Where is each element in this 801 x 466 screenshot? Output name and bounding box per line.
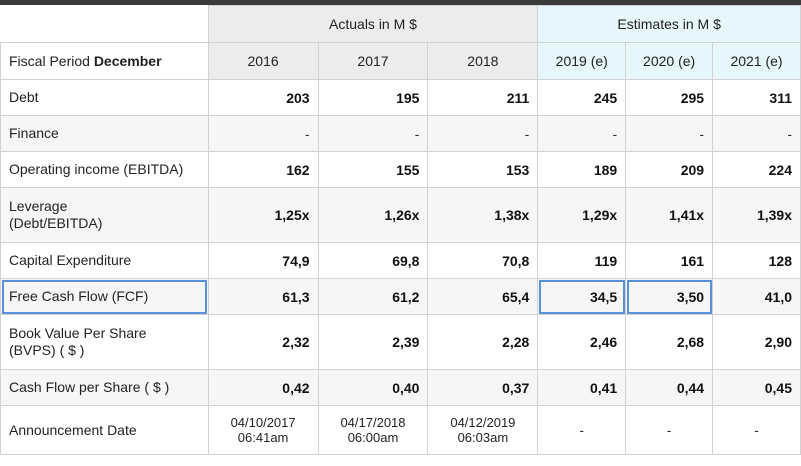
row-label: Debt xyxy=(0,79,209,116)
table-cell: 0,42 xyxy=(207,369,319,406)
table-cell: 155 xyxy=(317,151,429,188)
table-cell: - xyxy=(537,115,627,152)
table-cell: 1,39x xyxy=(712,187,801,243)
table-cell: 70,8 xyxy=(427,242,539,279)
table-cell: 41,0 xyxy=(712,278,801,315)
table-cell: 1,38x xyxy=(427,187,539,243)
table-cell: 311 xyxy=(712,79,801,116)
table-row: Finance - - - - - - xyxy=(0,115,801,152)
table-row: Cash Flow per Share ( $ ) 0,42 0,40 0,37 0,4… xyxy=(0,369,801,406)
table-cell: - xyxy=(207,115,319,152)
table-cell: 0,44 xyxy=(625,369,714,406)
table-cell: 2,90 xyxy=(712,314,801,370)
table-row: Operating income (EBITDA) 162 155 153 189 209… xyxy=(0,151,801,188)
table-cell: - xyxy=(317,115,429,152)
row-label: Cash Flow per Share ( $ ) xyxy=(0,369,209,406)
table-row: Book Value Per Share (BVPS) ( $ ) 2,32 2,3… xyxy=(0,314,801,370)
table-cell: 195 xyxy=(317,79,429,116)
row-label[interactable]: Free Cash Flow (FCF) xyxy=(0,278,209,315)
table-cell: 189 xyxy=(537,151,627,188)
table-cell: - xyxy=(712,115,801,152)
table-cell: 69,8 xyxy=(317,242,429,279)
year-header[interactable]: 2020 (e) xyxy=(625,42,714,80)
table-cell: 211 xyxy=(427,79,539,116)
row-label: Leverage (Debt/EBITDA) xyxy=(0,187,209,243)
table-cell[interactable]: 34,5 xyxy=(537,278,627,315)
table-row: Debt 203 195 211 245 295 311 xyxy=(0,79,801,116)
table-cell: 203 xyxy=(207,79,319,116)
table-cell: 2,68 xyxy=(625,314,714,370)
table-cell: 1,25x xyxy=(207,187,319,243)
table-cell: - xyxy=(427,115,539,152)
table-cell: 128 xyxy=(712,242,801,279)
table-cell: 04/12/2019 06:03am xyxy=(427,405,539,455)
table-cell[interactable]: 3,50 xyxy=(625,278,714,315)
header-corner xyxy=(0,5,209,43)
year-header[interactable]: 2016 xyxy=(207,42,319,80)
table-cell: 224 xyxy=(712,151,801,188)
table-row: Announcement Date 04/10/2017 06:41am 04/17… xyxy=(0,405,801,455)
table-row: Capital Expenditure 74,9 69,8 70,8 119 161 128 xyxy=(0,242,801,279)
year-header[interactable]: 2019 (e) xyxy=(537,42,627,80)
table-cell: 0,40 xyxy=(317,369,429,406)
table-cell: 1,29x xyxy=(537,187,627,243)
table-cell: 0,41 xyxy=(537,369,627,406)
table-cell: 2,39 xyxy=(317,314,429,370)
table-cell: 61,3 xyxy=(207,278,319,315)
year-header[interactable]: 2021 (e) xyxy=(712,42,801,80)
top-bar xyxy=(0,0,801,5)
table-cell: 2,32 xyxy=(207,314,319,370)
table-cell: - xyxy=(712,405,801,455)
table-cell: 0,45 xyxy=(712,369,801,406)
table-cell: 0,37 xyxy=(427,369,539,406)
table-cell: 119 xyxy=(537,242,627,279)
row-label: Finance xyxy=(0,115,209,152)
table-cell: 2,28 xyxy=(427,314,539,370)
table-cell: 1,26x xyxy=(317,187,429,243)
row-label: Book Value Per Share (BVPS) ( $ ) xyxy=(0,314,209,370)
table-cell: - xyxy=(537,405,627,455)
table-cell: - xyxy=(625,405,714,455)
row-label: Announcement Date xyxy=(0,405,209,455)
table-cell: 61,2 xyxy=(317,278,429,315)
estimates-group-header: Estimates in M $ xyxy=(537,5,801,43)
table-cell: - xyxy=(625,115,714,152)
year-header[interactable]: 2018 xyxy=(427,42,539,80)
table-cell: 245 xyxy=(537,79,627,116)
table-cell: 161 xyxy=(625,242,714,279)
table-cell: 162 xyxy=(207,151,319,188)
fiscal-period-month: December xyxy=(93,53,162,69)
row-label: Capital Expenditure xyxy=(0,242,209,279)
financials-table: Actuals in M $ Estimates in M $ Fiscal P… xyxy=(0,5,801,455)
actuals-group-header: Actuals in M $ xyxy=(207,5,539,43)
table-cell: 2,46 xyxy=(537,314,627,370)
row-label: Operating income (EBITDA) xyxy=(0,151,209,188)
fiscal-period-prefix: Fiscal Period xyxy=(9,53,94,69)
table-cell: 209 xyxy=(625,151,714,188)
table-cell: 295 xyxy=(625,79,714,116)
table-cell: 04/17/2018 06:00am xyxy=(317,405,429,455)
table-cell: 74,9 xyxy=(207,242,319,279)
table-cell: 65,4 xyxy=(427,278,539,315)
table-row: Free Cash Flow (FCF) 61,3 61,2 65,4 34,5 3,50… xyxy=(0,278,801,315)
table-cell: 04/10/2017 06:41am xyxy=(207,405,319,455)
year-header[interactable]: 2017 xyxy=(317,42,429,80)
table-row: Leverage (Debt/EBITDA) 1,25x 1,26x 1,38x 1,2… xyxy=(0,187,801,243)
fiscal-period-header: Fiscal Period December xyxy=(0,42,209,80)
table-cell: 1,41x xyxy=(625,187,714,243)
table-cell: 153 xyxy=(427,151,539,188)
